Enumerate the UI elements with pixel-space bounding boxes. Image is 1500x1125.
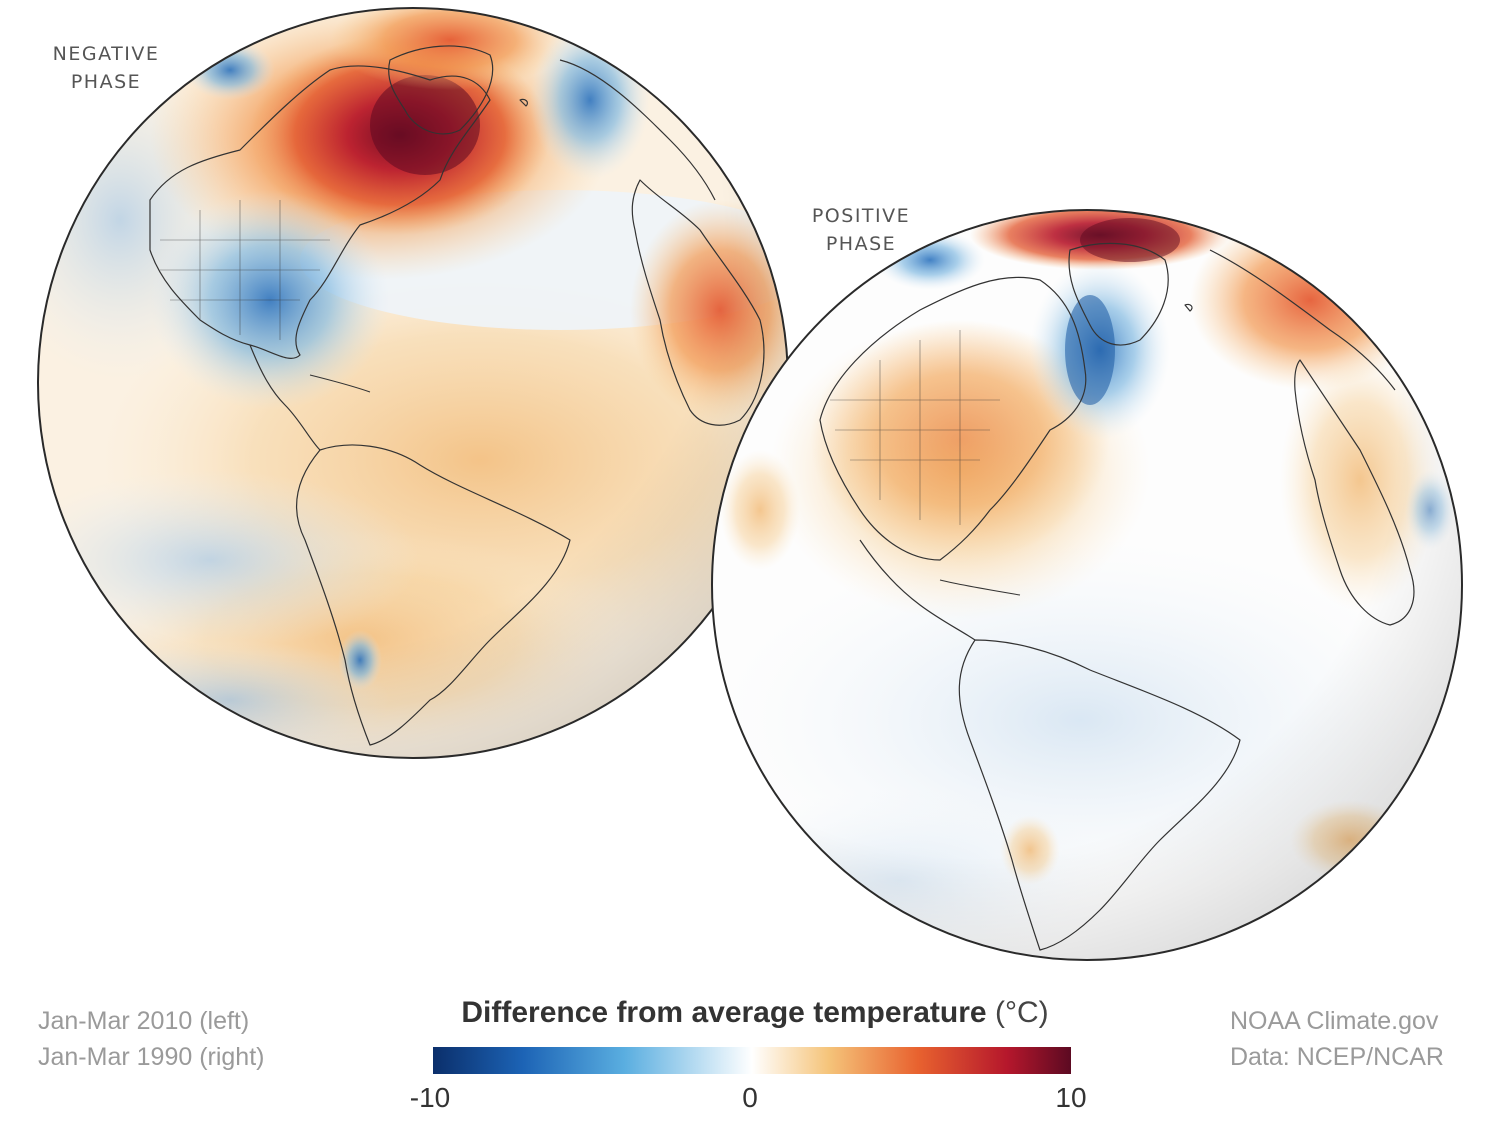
source-credit: NOAA Climate.gov: [1230, 1007, 1439, 1035]
globe-positive-phase: [711, 209, 1463, 961]
positive-phase-line1: POSITIVE: [811, 205, 911, 227]
negative-phase-line2: PHASE: [70, 71, 142, 93]
period-labels: Jan-Mar 2010 (left) Jan-Mar 1990 (right): [38, 1003, 264, 1075]
legend-tick-mid: 0: [742, 1082, 758, 1113]
legend-unit: (°C): [994, 996, 1049, 1029]
period-right: Jan-Mar 1990 (right): [38, 1043, 265, 1071]
positive-phase-label: POSITIVE PHASE: [795, 202, 927, 258]
legend-title: Difference from average temperature (°C): [360, 996, 1150, 1030]
negative-phase-label: NEGATIVE PHASE: [40, 40, 172, 96]
legend-tick-min: -10: [409, 1082, 451, 1113]
data-credit: Data: NCEP/NCAR: [1230, 1043, 1444, 1071]
period-left: Jan-Mar 2010 (left): [38, 1007, 250, 1035]
source-credits: NOAA Climate.gov Data: NCEP/NCAR: [1230, 1003, 1444, 1075]
legend-title-text: Difference from average temperature: [461, 996, 987, 1029]
legend-colorbar: [433, 1047, 1071, 1074]
positive-phase-line2: PHASE: [825, 233, 897, 255]
legend-tick-max: 10: [1055, 1082, 1087, 1113]
negative-phase-line1: NEGATIVE: [52, 43, 160, 65]
